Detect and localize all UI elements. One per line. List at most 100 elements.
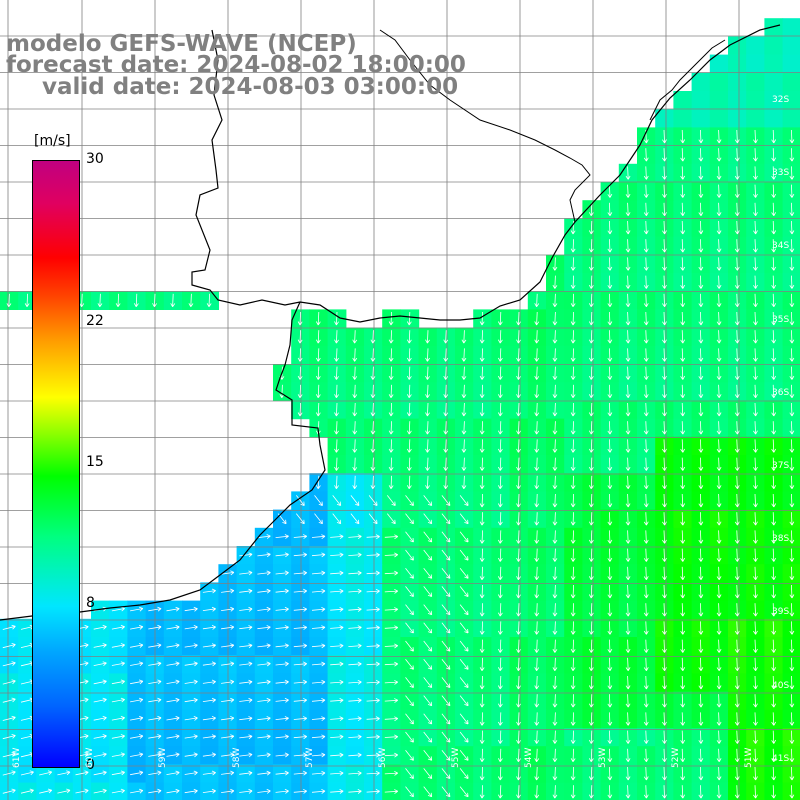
wind-arrow <box>570 439 576 453</box>
wind-arrow <box>111 734 125 739</box>
wind-arrow <box>753 694 758 708</box>
wind-arrow <box>441 658 451 670</box>
longitude-label: 58W <box>231 747 242 768</box>
wind-arrow <box>789 257 795 271</box>
wind-arrow <box>366 679 380 685</box>
wind-arrow <box>753 148 758 162</box>
wind-arrow <box>588 475 594 490</box>
wind-arrow <box>643 475 649 490</box>
wind-arrow <box>643 639 649 653</box>
wind-arrow <box>425 457 430 471</box>
wind-arrow <box>423 731 433 743</box>
wind-arrow <box>405 567 414 579</box>
wind-arrow <box>771 166 777 180</box>
wind-arrow <box>680 348 686 362</box>
latitude-label: 32S <box>772 95 790 105</box>
wind-arrow <box>698 730 704 744</box>
wind-arrow <box>753 584 758 599</box>
wind-arrow <box>516 785 521 799</box>
wind-arrow <box>662 766 667 781</box>
wind-arrow <box>370 330 376 344</box>
wind-arrow <box>384 570 399 576</box>
wind-arrow <box>311 789 326 794</box>
wind-arrow <box>625 493 631 508</box>
wind-arrow <box>311 734 326 740</box>
wind-arrow <box>588 311 594 326</box>
wind-arrow <box>405 604 414 616</box>
wind-arrow <box>497 402 503 417</box>
wind-arrow <box>516 603 521 617</box>
latitude-label: 39S <box>772 607 790 618</box>
wind-arrow <box>330 770 344 776</box>
wind-arrow <box>716 712 722 726</box>
wind-arrow <box>479 675 485 690</box>
wind-arrow <box>405 513 414 525</box>
wind-arrow <box>789 239 795 253</box>
wind-arrow <box>406 330 412 344</box>
wind-arrow <box>716 402 722 417</box>
wind-arrow <box>789 275 795 289</box>
wind-cell <box>782 600 800 620</box>
wind-arrow <box>423 640 433 652</box>
wind-arrow <box>516 694 521 708</box>
wind-arrow <box>680 330 686 344</box>
longitude-label: 53W <box>597 747 608 768</box>
wind-cell <box>782 546 800 565</box>
wind-arrow <box>625 366 631 380</box>
wind-arrow <box>516 675 521 690</box>
wind-arrow <box>188 293 194 308</box>
wind-arrow <box>625 348 631 362</box>
wind-arrow <box>148 661 162 667</box>
wind-arrow <box>716 348 722 362</box>
wind-arrow <box>643 584 649 599</box>
wind-arrow <box>423 749 433 761</box>
wind-arrow <box>662 785 667 799</box>
wind-arrow <box>479 366 485 380</box>
wind-arrow <box>662 712 667 726</box>
wind-arrow <box>716 475 722 490</box>
wind-arrow <box>789 512 795 526</box>
wind-arrow <box>643 330 649 344</box>
wind-arrow <box>479 639 485 653</box>
wind-arrow <box>479 566 485 581</box>
wind-arrow <box>588 257 594 271</box>
wind-arrow <box>166 770 180 776</box>
wind-arrow <box>662 475 667 490</box>
wind-arrow <box>497 566 503 581</box>
wind-arrow <box>516 402 521 417</box>
wind-arrow <box>680 603 686 617</box>
wind-arrow <box>662 330 667 344</box>
wind-cell <box>782 72 800 92</box>
wind-arrow <box>753 257 758 271</box>
wind-arrow <box>588 384 594 399</box>
wind-arrow <box>552 548 558 562</box>
wind-arrow <box>680 475 686 490</box>
wind-arrow <box>257 643 271 649</box>
wind-arrow <box>534 548 540 562</box>
wind-cell <box>782 309 800 329</box>
wind-arrow <box>423 713 433 725</box>
wind-arrow <box>184 716 198 721</box>
wind-arrow <box>2 661 16 667</box>
wind-arrow <box>202 643 216 649</box>
wind-arrow <box>552 639 558 653</box>
wind-arrow <box>202 788 216 794</box>
wind-arrow <box>384 716 399 722</box>
wind-arrow <box>625 239 631 253</box>
wind-arrow <box>570 293 576 308</box>
longitude-label: 55W <box>451 747 462 768</box>
wind-arrow <box>423 567 433 579</box>
wind-arrow <box>311 534 326 540</box>
wind-arrow <box>423 677 433 688</box>
wind-arrow <box>680 766 686 781</box>
wind-arrow <box>662 603 667 617</box>
wind-arrow <box>2 643 16 649</box>
wind-arrow <box>662 129 667 144</box>
wind-arrow <box>133 293 139 308</box>
wind-arrow <box>698 184 704 198</box>
wind-arrow <box>111 752 125 758</box>
wind-arrow <box>516 530 521 544</box>
wind-arrow <box>93 697 107 703</box>
wind-arrow <box>111 679 125 685</box>
wind-arrow <box>423 531 433 543</box>
